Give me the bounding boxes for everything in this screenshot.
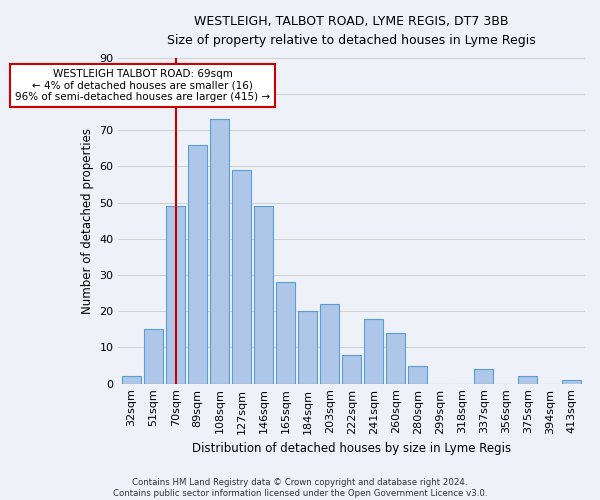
Bar <box>364 318 383 384</box>
Title: WESTLEIGH, TALBOT ROAD, LYME REGIS, DT7 3BB
Size of property relative to detache: WESTLEIGH, TALBOT ROAD, LYME REGIS, DT7 … <box>167 15 536 47</box>
Bar <box>211 120 229 384</box>
Bar <box>188 145 207 384</box>
Bar <box>475 369 493 384</box>
Bar <box>166 206 185 384</box>
Bar <box>277 282 295 384</box>
Bar <box>343 354 361 384</box>
Bar <box>518 376 537 384</box>
Bar <box>254 206 273 384</box>
X-axis label: Distribution of detached houses by size in Lyme Regis: Distribution of detached houses by size … <box>192 442 511 455</box>
Bar <box>562 380 581 384</box>
Bar <box>386 333 405 384</box>
Bar <box>232 170 251 384</box>
Y-axis label: Number of detached properties: Number of detached properties <box>81 128 94 314</box>
Bar <box>298 312 317 384</box>
Text: WESTLEIGH TALBOT ROAD: 69sqm
← 4% of detached houses are smaller (16)
96% of sem: WESTLEIGH TALBOT ROAD: 69sqm ← 4% of det… <box>15 68 270 102</box>
Bar <box>320 304 339 384</box>
Bar <box>144 330 163 384</box>
Bar <box>409 366 427 384</box>
Text: Contains HM Land Registry data © Crown copyright and database right 2024.
Contai: Contains HM Land Registry data © Crown c… <box>113 478 487 498</box>
Bar <box>122 376 141 384</box>
